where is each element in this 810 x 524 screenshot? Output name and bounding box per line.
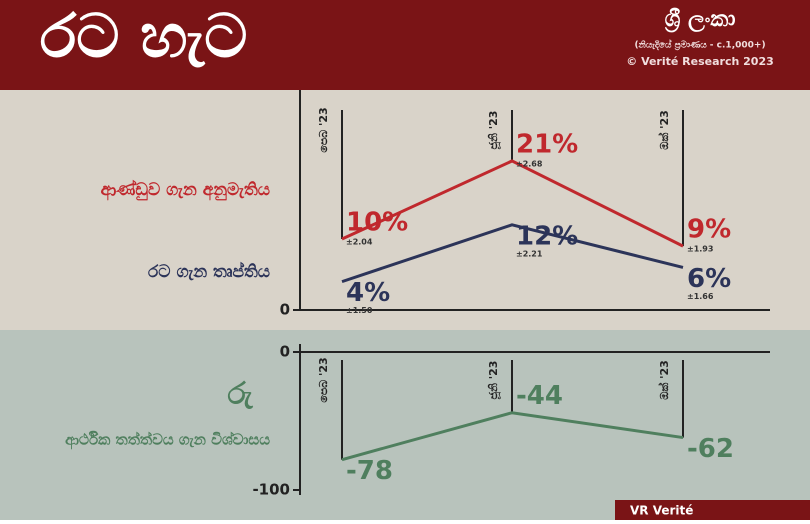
- x-tick-label: පෙබ '23: [317, 107, 330, 152]
- y-tick-label: 0: [280, 301, 290, 319]
- legend-symbol: රු: [227, 377, 253, 412]
- value-label: 21%: [516, 129, 578, 159]
- y-tick-label: 0: [280, 343, 290, 361]
- bottom-panel: [0, 330, 810, 520]
- y-tick-label: -100: [252, 481, 290, 499]
- error-label: ±2.68: [516, 159, 543, 168]
- x-tick-label: ජූනි '23: [487, 111, 501, 150]
- sample-size: (නියැදියේ ප්‍රමාණය - c.1,000+): [634, 38, 765, 51]
- legend-label: ආර්ථික තත්ත්වය ගැන විශ්වාසය: [65, 430, 270, 449]
- error-label: ±1.50: [346, 306, 373, 315]
- legend-label: රට ගැන තෘප්තිය: [148, 261, 270, 282]
- x-tick-label: පෙබ '23: [317, 357, 330, 402]
- value-label: -78: [346, 456, 393, 486]
- value-label: 9%: [687, 215, 731, 245]
- x-tick-label: ඔක් '23: [657, 360, 671, 400]
- series-line: [341, 223, 684, 284]
- country: ශ්‍රී ලංකා: [664, 7, 735, 33]
- value-label: 10%: [346, 208, 408, 238]
- header-title: රට හැට: [40, 2, 247, 72]
- series-line: [341, 159, 684, 248]
- value-label: -62: [687, 434, 734, 464]
- header-band: [0, 0, 810, 90]
- value-label: 12%: [516, 221, 578, 251]
- error-label: ±2.21: [516, 249, 543, 258]
- error-label: ±1.93: [687, 245, 713, 254]
- logo: VR Verité: [630, 504, 693, 518]
- value-label: 4%: [346, 278, 390, 308]
- x-tick-label: ඔක් '23: [657, 110, 671, 150]
- error-label: ±1.66: [687, 292, 714, 301]
- legend-label: ආණ්ඩුව ගැන අනුමැතිය: [101, 179, 270, 201]
- copyright: © Verité Research 2023: [626, 55, 774, 68]
- value-label: -44: [516, 381, 563, 411]
- value-label: 6%: [687, 264, 731, 294]
- series-line: [341, 411, 684, 462]
- error-label: ±2.04: [346, 238, 373, 247]
- logo-box: [615, 500, 810, 520]
- x-tick-label: ජූනි '23: [487, 361, 501, 400]
